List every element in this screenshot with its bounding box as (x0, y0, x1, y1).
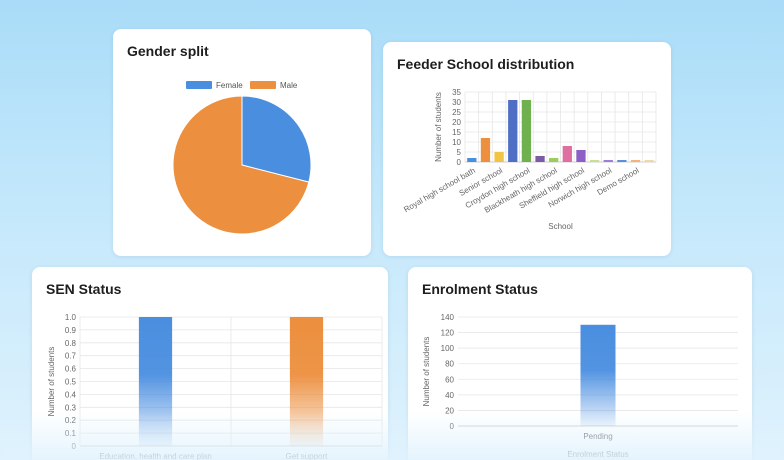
y-tick-label: 0.6 (65, 365, 77, 374)
legend-label-male: Male (280, 81, 298, 90)
y-tick-label: 0.7 (65, 352, 77, 361)
bar-get-support (289, 317, 324, 446)
y-tick-label: 60 (445, 375, 454, 384)
enrol-x-axis-title: Enrolment Status (567, 450, 628, 459)
bar-senior-school (494, 152, 504, 162)
x-tick-label: Get support (286, 452, 329, 460)
gender-pie-chart: Female Male (172, 81, 312, 235)
feeder-grid (464, 91, 657, 163)
y-tick-label: 120 (441, 329, 455, 338)
enrolment-status-bar-chart: 0 20 40 60 80 100 120 140 Pending Number of stude… (422, 313, 738, 459)
bar-unlabeled-3 (508, 100, 518, 162)
bar-demo-school (630, 160, 641, 162)
y-tick-label: 0.8 (65, 339, 77, 348)
feeder-x-axis-title: School (548, 222, 573, 231)
sen-y-axis-title: Number of students (47, 347, 56, 417)
bar-unlabeled-13 (644, 160, 654, 162)
pie-slice-male (172, 95, 310, 235)
y-tick-label: 0.9 (65, 326, 77, 335)
bar-blackheath-high-school (549, 158, 559, 162)
pie-slice-female (241, 95, 312, 183)
bar-education-health-and-care-plan (138, 317, 173, 446)
bar-unlabeled-11 (617, 160, 627, 162)
enrol-y-axis-title: Number of students (422, 337, 431, 407)
bar-norwich-high-school (603, 160, 613, 162)
y-tick-label: 35 (452, 88, 461, 97)
y-tick-label: 0.4 (65, 390, 77, 399)
sen-status-bar-chart: 0 0.1 0.2 0.3 0.4 0.5 0.6 0.7 0.8 0.9 1.0 Education… (47, 313, 383, 460)
bar-unlabeled-5 (535, 156, 545, 162)
bar-pending (580, 324, 616, 426)
legend-swatch-male (250, 81, 276, 89)
y-tick-label: 0 (457, 158, 462, 167)
enrolment-status-card: Enrolment Status 0 20 40 60 80 100 120 140 Pendi… (408, 267, 752, 460)
y-tick-label: 0.5 (65, 378, 77, 387)
y-tick-label: 80 (445, 360, 454, 369)
y-tick-label: 25 (452, 108, 461, 117)
x-tick-label: Education, health and care plan (99, 452, 212, 460)
y-tick-label: 20 (445, 406, 454, 415)
y-tick-label: 0.2 (65, 416, 77, 425)
sen-grid (79, 316, 383, 447)
y-tick-label: 10 (452, 138, 461, 147)
bar-sheffield-high-school (576, 150, 586, 162)
bar-croydon-high-school (521, 100, 532, 162)
legend-label-female: Female (216, 81, 243, 90)
gender-split-card: Gender split Female Male (113, 29, 371, 256)
feeder-school-card: Feeder School distribution 0 5 10 15 20 25 30 3… (383, 42, 671, 256)
sen-status-card: SEN Status 0 0.1 0.2 0.3 0.4 0.5 0.6 0.7 0.8 0.9 1… (32, 267, 388, 460)
bar-unlabeled-9 (589, 160, 600, 162)
bar-unlabeled-1 (480, 138, 491, 162)
y-tick-label: 5 (457, 148, 462, 157)
y-tick-label: 140 (441, 313, 455, 322)
y-tick-label: 15 (452, 128, 461, 137)
bar-unlabeled-7 (562, 146, 572, 162)
enrolment-status-title: Enrolment Status (422, 281, 538, 297)
y-tick-label: 40 (445, 391, 454, 400)
y-tick-label: 0 (72, 442, 77, 451)
x-tick-label: Pending (583, 432, 612, 441)
y-tick-label: 0.3 (65, 403, 77, 412)
y-tick-label: 0 (450, 422, 455, 431)
y-tick-label: 0.1 (65, 429, 77, 438)
y-tick-label: 30 (452, 98, 461, 107)
y-tick-label: 1.0 (65, 313, 77, 322)
feeder-y-axis-title: Number of students (434, 92, 443, 162)
y-tick-label: 100 (441, 344, 455, 353)
bar-royal-high-school-bath (467, 158, 477, 162)
sen-status-title: SEN Status (46, 281, 122, 297)
feeder-school-title: Feeder School distribution (397, 56, 575, 72)
gender-split-title: Gender split (127, 43, 209, 59)
legend-swatch-female (186, 81, 212, 89)
y-tick-label: 20 (452, 118, 461, 127)
